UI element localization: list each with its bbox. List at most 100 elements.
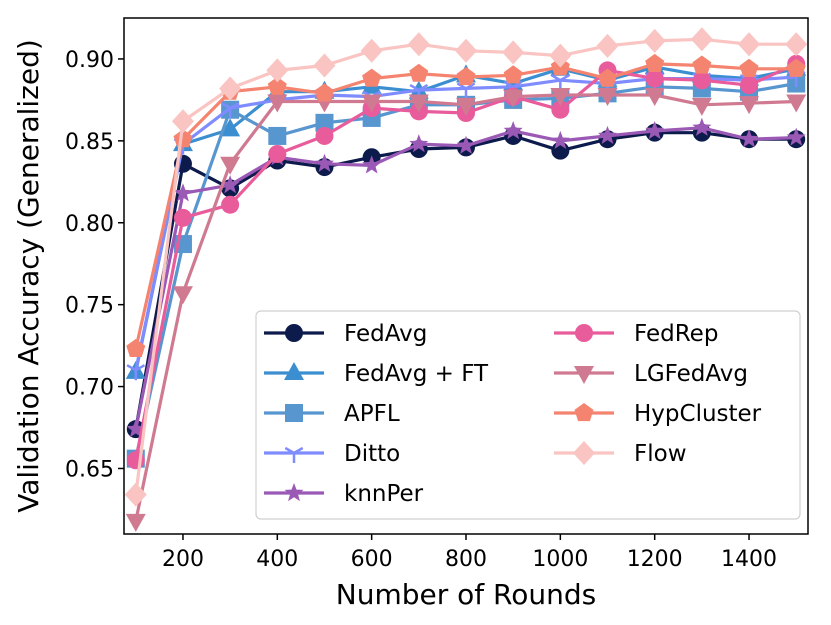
data-point: [503, 89, 524, 108]
data-point: [362, 68, 382, 87]
x-axis: 200 400 600 800 1000 1200 1400: [162, 534, 777, 572]
data-point: [645, 69, 664, 88]
legend-item: FedAvg: [264, 321, 427, 347]
y-tick-label: 0.80: [65, 212, 114, 237]
data-point: [692, 71, 711, 90]
data-point: [550, 87, 571, 106]
data-point: [456, 97, 476, 116]
legend-label: LGFedAvg: [634, 361, 748, 387]
x-tick-label: 400: [256, 547, 298, 572]
data-point: [785, 32, 808, 57]
legend-marker: [284, 483, 304, 502]
legend-marker: [574, 366, 594, 384]
legend-label: FedAvg: [344, 321, 427, 347]
data-point: [551, 100, 570, 119]
data-point: [409, 134, 429, 153]
data-point: [739, 129, 759, 148]
series-knnper: [126, 117, 806, 438]
x-tick-label: 1000: [532, 547, 588, 572]
legend-label: APFL: [344, 401, 400, 427]
data-point: [315, 83, 334, 102]
data-point: [455, 38, 477, 63]
data-point: [173, 129, 193, 148]
x-tick-label: 200: [162, 547, 204, 572]
data-point: [645, 53, 665, 72]
legend: FedAvg FedAvg + FT APFL Ditto knnPer FedRep LG…: [255, 310, 801, 520]
legend-marker: [574, 403, 594, 422]
legend-label: Ditto: [344, 441, 400, 467]
data-point: [219, 76, 242, 101]
data-point: [220, 102, 240, 119]
data-point: [315, 153, 334, 172]
x-tick-label: 1200: [627, 547, 683, 572]
data-point: [221, 195, 240, 214]
data-point: [268, 144, 287, 163]
series-hypcluster: [126, 53, 806, 357]
data-point: [361, 94, 382, 113]
data-point: [171, 109, 194, 134]
data-point: [690, 27, 713, 52]
data-point: [786, 94, 807, 113]
data-point: [456, 135, 476, 154]
data-point: [315, 126, 334, 145]
data-point: [786, 127, 806, 146]
x-axis-title: Number of Rounds: [336, 578, 596, 611]
data-point: [125, 513, 146, 532]
legend-item: FedAvg + FT: [264, 361, 489, 387]
data-point: [456, 67, 476, 86]
data-point: [266, 58, 289, 83]
legend-item: knnPer: [264, 481, 424, 507]
data-point: [597, 87, 618, 106]
data-point: [362, 155, 382, 174]
data-point: [549, 43, 572, 68]
data-point: [502, 40, 525, 65]
data-point: [126, 338, 146, 357]
series-flow: [124, 27, 808, 507]
y-axis: 0.65 0.70 0.75 0.80 0.85 0.90: [65, 48, 124, 482]
data-point: [360, 38, 383, 63]
data-point: [503, 121, 523, 140]
legend-marker: [573, 441, 595, 465]
legend-item: APFL: [264, 401, 400, 427]
legend-item: HypCluster: [554, 401, 762, 427]
data-point: [692, 117, 712, 136]
data-point: [408, 94, 429, 113]
y-tick-label: 0.75: [65, 294, 114, 319]
legend-item: LGFedAvg: [554, 361, 748, 387]
y-tick-label: 0.90: [65, 48, 114, 73]
data-point: [220, 175, 240, 194]
data-point: [786, 58, 806, 77]
legend-item: FedRep: [554, 321, 718, 347]
data-point: [268, 126, 287, 145]
data-point: [220, 118, 241, 137]
data-point: [267, 94, 288, 113]
data-point: [172, 286, 193, 305]
legend-label: knnPer: [344, 481, 424, 507]
data-point: [645, 121, 665, 140]
y-tick-label: 0.65: [65, 457, 114, 482]
legend-item: Flow: [554, 441, 687, 467]
data-point: [126, 419, 146, 438]
legend-label: Flow: [634, 441, 687, 467]
data-point: [691, 97, 712, 116]
series-layer: [124, 27, 808, 532]
data-point: [738, 32, 761, 57]
legend-marker: [285, 404, 303, 422]
data-point: [124, 482, 147, 507]
data-point: [739, 96, 760, 115]
data-point: [267, 76, 287, 95]
data-point: [220, 156, 241, 175]
series-lgfedavg: [125, 87, 807, 532]
legend-box: [255, 310, 801, 520]
data-point: [407, 32, 430, 57]
data-point: [692, 55, 712, 74]
legend-marker: [575, 324, 593, 342]
legend-label: FedRep: [634, 321, 718, 347]
x-tick-label: 800: [445, 547, 487, 572]
data-point: [126, 364, 146, 381]
legend-item: Ditto: [264, 441, 400, 467]
data-point: [739, 58, 759, 77]
data-point: [173, 183, 193, 202]
data-point: [596, 33, 619, 58]
